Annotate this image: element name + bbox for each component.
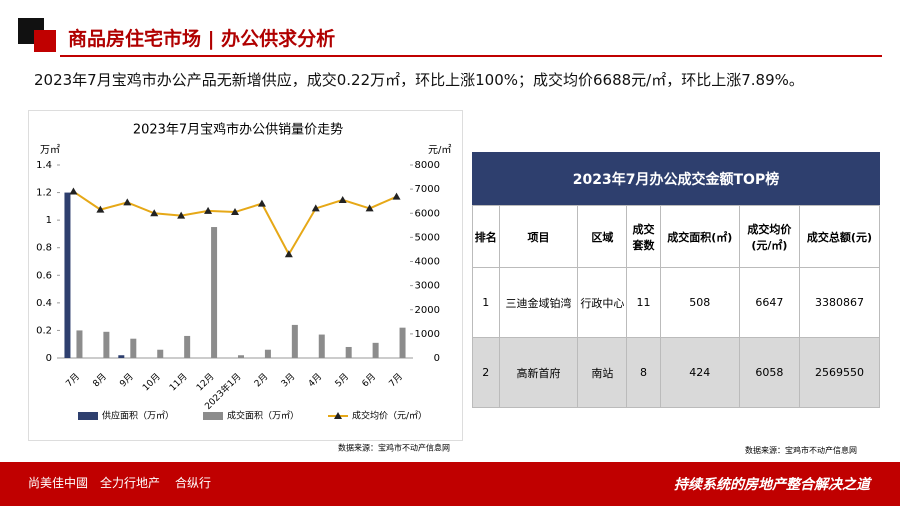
point [392, 192, 401, 200]
cell: 南站 [577, 337, 628, 408]
y-tick-label: 0.8 [36, 243, 52, 254]
brand: 合纵行 [175, 476, 212, 490]
y-tick-label: 0 [46, 353, 52, 364]
cell: 成交套数 [626, 205, 661, 268]
table-title: 2023年7月办公成交金额TOP榜 [472, 152, 880, 205]
summary: 2023年7月宝鸡市办公产品无新增供应，成交0.22万㎡，环比上涨100%；成交… [34, 71, 804, 89]
rule [60, 55, 882, 57]
point [338, 195, 347, 203]
cell: 11 [626, 267, 661, 338]
cell: 项目 [498, 205, 579, 268]
bar [318, 334, 325, 358]
cell: 三迪金域铂湾 [498, 267, 579, 338]
y2-tick-label: 4000 [415, 257, 440, 268]
slogan: 持续系统的房地产整合解决之道 [674, 477, 870, 493]
cell: 6058 [738, 337, 800, 408]
cell: 成交均价(元/㎡) [738, 205, 800, 268]
bar [130, 338, 137, 358]
cell: 1 [472, 267, 500, 338]
icon [34, 30, 56, 52]
row: 2 高新首府 南站 8 424 6058 2569550 [472, 337, 881, 408]
y2-tick-label: 1000 [415, 329, 440, 340]
bar [103, 331, 110, 358]
row: 排名 项目 区域 成交套数 成交面积(㎡) 成交均价(元/㎡) 成交总额(元) [472, 205, 881, 268]
cell: 508 [659, 267, 740, 338]
chart-title: 2023年7月宝鸡市办公供销量价走势 [133, 122, 343, 138]
source: 数据来源：宝鸡市不动产信息网 [338, 443, 450, 453]
page-title: 商品房住宅市场 | 办公供求分析 [68, 28, 336, 50]
legend-label: 成交均价（元/㎡） [352, 410, 427, 422]
bar [345, 346, 352, 358]
legend-swatch [203, 412, 223, 420]
point [204, 206, 213, 214]
point [96, 205, 105, 213]
y2-tick-label: 5000 [415, 232, 440, 243]
bar [399, 327, 406, 358]
bar [64, 192, 71, 358]
y2-tick-label: 6000 [415, 208, 440, 219]
cell: 424 [659, 337, 740, 408]
y2-tick-label: 8000 [415, 160, 440, 171]
legend-swatch [78, 412, 98, 420]
y-tick-label: 0.2 [36, 325, 52, 336]
y2-tick-label: 2000 [415, 305, 440, 316]
bar [211, 227, 218, 358]
point [150, 209, 159, 217]
cell: 成交总额(元) [798, 205, 881, 268]
y-tick-label: 0.6 [36, 270, 52, 281]
bar [264, 349, 271, 358]
point [365, 204, 374, 212]
y2-tick-label: 7000 [415, 184, 440, 195]
cell: 排名 [472, 205, 500, 268]
point [177, 211, 186, 219]
bar [76, 330, 83, 358]
cell: 8 [626, 337, 661, 408]
y-tick-label: 1.2 [36, 188, 52, 199]
cell: 成交面积(㎡) [659, 205, 740, 268]
point [311, 204, 320, 212]
point [284, 250, 293, 258]
y-axis-label: 万㎡ [40, 144, 60, 156]
y2-tick-label: 3000 [415, 281, 440, 292]
bar [118, 355, 125, 358]
cell: 3380867 [798, 267, 881, 338]
cell: 高新首府 [498, 337, 579, 408]
point [123, 198, 132, 206]
point [69, 187, 78, 195]
y2-axis-label: 元/㎡ [428, 144, 451, 156]
cell: 区域 [577, 205, 628, 268]
y2-tick-label: 0 [434, 353, 440, 364]
chart: 2023年7月宝鸡市办公供销量价走势 万㎡ 元/㎡ 数据来源：宝鸡市不动产信息网… [28, 110, 463, 453]
bar [157, 349, 164, 358]
point [231, 208, 239, 216]
bar [184, 335, 191, 358]
cell: 2569550 [798, 337, 881, 408]
y-tick-label: 1 [46, 215, 52, 226]
point [257, 199, 266, 207]
y-tick-label: 0.4 [36, 298, 52, 309]
brand: 全力行地产 [100, 476, 161, 490]
cell: 6647 [738, 267, 800, 338]
bar [372, 342, 379, 358]
brand: 尚美佳中國 [28, 476, 89, 490]
cell: 2 [472, 337, 500, 408]
source: 数据来源：宝鸡市不动产信息网 [745, 446, 857, 455]
legend-label: 供应面积（万㎡） [102, 410, 174, 422]
bar [291, 324, 298, 358]
row: 1 三迪金域铂湾 行政中心 11 508 6647 3380867 [472, 267, 881, 338]
bar [238, 355, 244, 358]
y-tick-label: 1.4 [36, 160, 52, 171]
table: 排名 项目 区域 成交套数 成交面积(㎡) 成交均价(元/㎡) 成交总额(元) 1 三迪金域铂湾… [472, 205, 881, 408]
legend-label: 成交面积（万㎡） [227, 410, 299, 422]
legend-swatch [334, 412, 342, 419]
footer: 尚美佳中國 全力行地产 合纵行 持续系统的房地产整合解决之道 [0, 462, 900, 506]
chart-frame [28, 110, 463, 441]
cell: 行政中心 [577, 267, 628, 338]
